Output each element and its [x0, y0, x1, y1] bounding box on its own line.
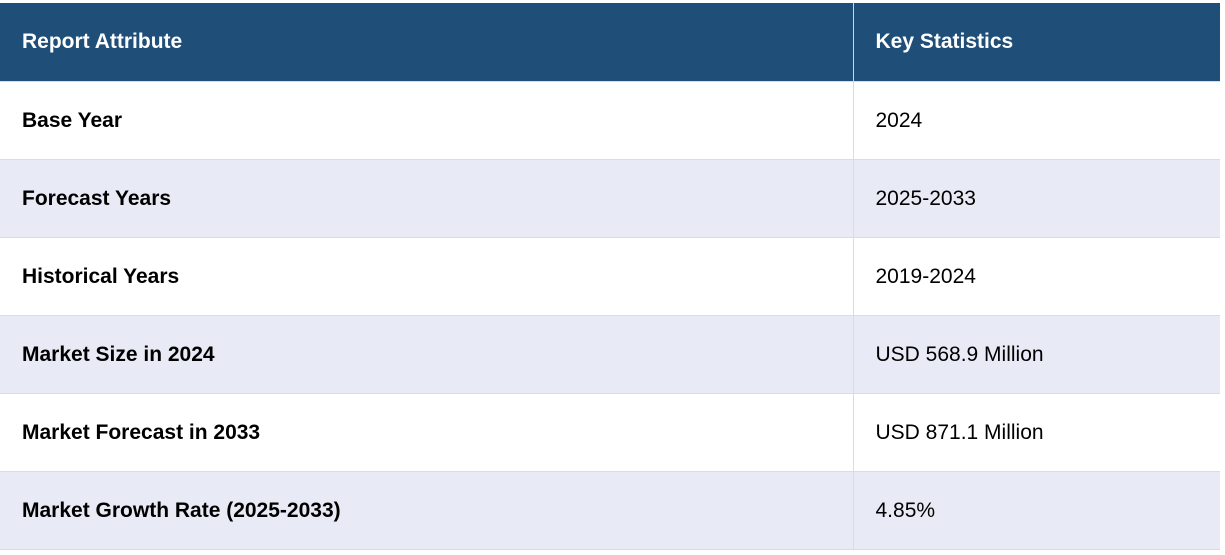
table-header-row: Report Attribute Key Statistics — [0, 3, 1220, 82]
row-value: USD 871.1 Million — [853, 393, 1220, 472]
table-row: Forecast Years 2025-2033 — [0, 159, 1220, 238]
row-attribute: Market Growth Rate (2025-2033) — [0, 471, 854, 550]
table-row: Market Growth Rate (2025-2033) 4.85% — [0, 471, 1220, 550]
report-table-container: Report Attribute Key Statistics Base Yea… — [0, 3, 1220, 550]
row-value: 2024 — [853, 81, 1220, 160]
row-value: 2025-2033 — [853, 159, 1220, 238]
table-row: Market Size in 2024 USD 568.9 Million — [0, 315, 1220, 394]
table-row: Market Forecast in 2033 USD 871.1 Millio… — [0, 393, 1220, 472]
table-row: Base Year 2024 — [0, 81, 1220, 160]
header-key-statistics: Key Statistics — [853, 3, 1220, 82]
row-attribute: Market Forecast in 2033 — [0, 393, 854, 472]
header-report-attribute: Report Attribute — [0, 3, 854, 82]
row-attribute: Base Year — [0, 81, 854, 160]
row-value: USD 568.9 Million — [853, 315, 1220, 394]
row-attribute: Forecast Years — [0, 159, 854, 238]
report-attributes-table: Report Attribute Key Statistics Base Yea… — [0, 3, 1220, 550]
row-attribute: Market Size in 2024 — [0, 315, 854, 394]
row-value: 2019-2024 — [853, 237, 1220, 316]
row-value: 4.85% — [853, 471, 1220, 550]
table-row: Historical Years 2019-2024 — [0, 237, 1220, 316]
row-attribute: Historical Years — [0, 237, 854, 316]
